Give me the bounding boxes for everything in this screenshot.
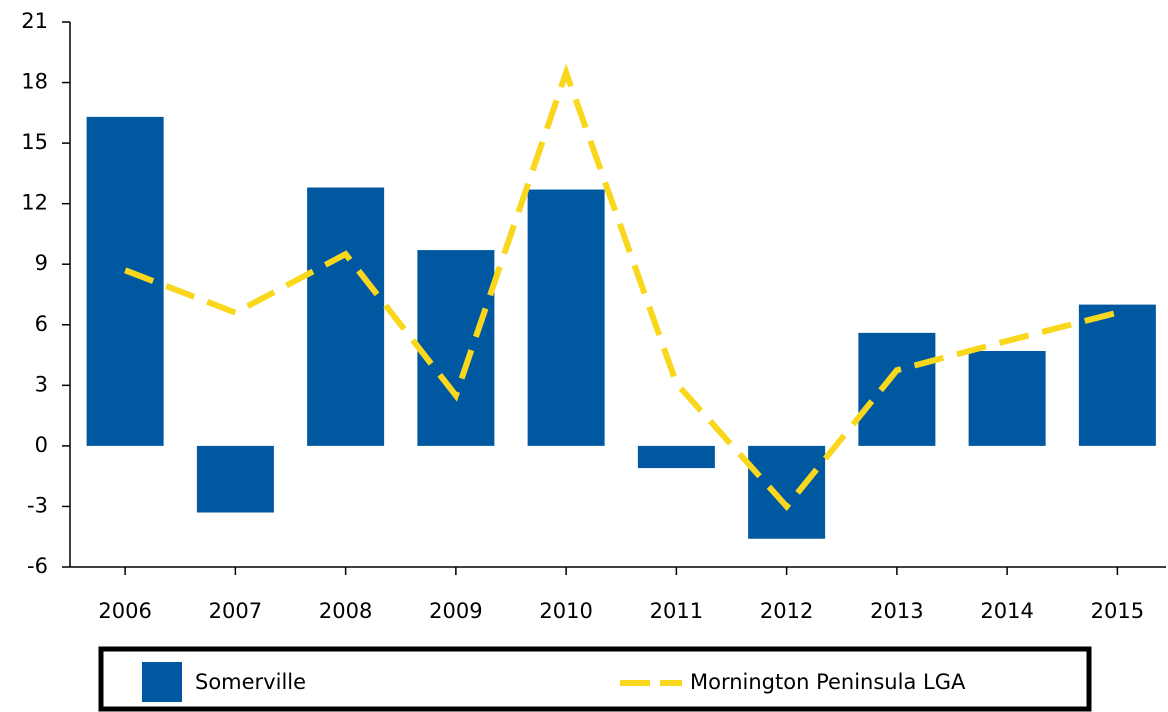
x-tick-label: 2011	[650, 599, 703, 623]
y-tick-label: 12	[21, 191, 48, 215]
x-tick-label: 2006	[98, 599, 151, 623]
bar	[858, 332, 936, 446]
y-tick-label: 0	[35, 433, 48, 457]
bar	[968, 351, 1046, 446]
bar	[527, 189, 605, 446]
bar	[196, 445, 274, 513]
x-tick-label: 2008	[319, 599, 372, 623]
x-tick-label: 2007	[209, 599, 262, 623]
y-tick-label: 15	[21, 130, 48, 154]
y-tick-label: -6	[27, 554, 48, 578]
y-tick-label: 18	[21, 70, 48, 94]
bar	[1078, 304, 1156, 446]
x-tick-label: 2012	[760, 599, 813, 623]
legend-label: Mornington Peninsula LGA	[690, 670, 966, 694]
y-tick-label: -3	[27, 493, 48, 517]
bar	[417, 250, 495, 446]
x-tick-label: 2013	[870, 599, 923, 623]
x-tick-label: 2015	[1091, 599, 1144, 623]
y-tick-label: 9	[35, 251, 48, 275]
legend-swatch	[142, 662, 182, 702]
x-tick-label: 2014	[980, 599, 1033, 623]
x-tick-label: 2009	[429, 599, 482, 623]
bar	[748, 445, 826, 539]
line	[124, 63, 1119, 512]
bar	[307, 187, 385, 446]
x-tick-label: 2010	[539, 599, 592, 623]
y-tick-label: 21	[21, 9, 48, 33]
legend-box	[98, 646, 1092, 712]
legend-label: Somerville	[195, 670, 306, 694]
y-tick-label: 6	[35, 312, 48, 336]
bar	[637, 445, 715, 469]
y-tick-label: 3	[35, 372, 48, 396]
